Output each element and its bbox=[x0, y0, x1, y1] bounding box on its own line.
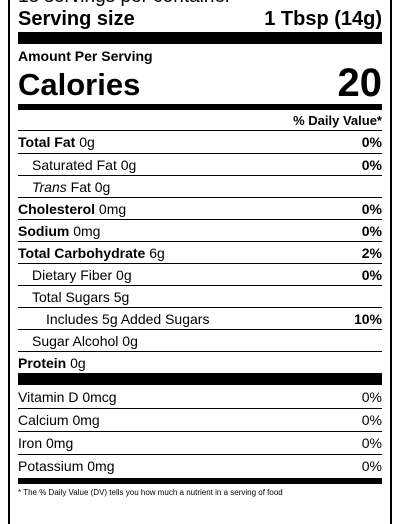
vitamin-name: Vitamin D bbox=[18, 388, 79, 405]
vitamin-name: Calcium bbox=[18, 412, 69, 428]
nutrient-dv: 0% bbox=[361, 266, 382, 283]
nutrient-row-dietary-fiber: Dietary Fiber 0g 0% bbox=[18, 263, 382, 285]
nutrient-amount: 0mg bbox=[98, 200, 127, 217]
nutrient-amount: 0g bbox=[79, 134, 95, 150]
nutrient-name: Total Fat bbox=[18, 134, 76, 150]
nutrient-row-trans-fat: Trans Fat 0g bbox=[18, 175, 382, 197]
nutrient-amount: 0g bbox=[122, 332, 138, 349]
vitamin-dv: 0% bbox=[361, 435, 382, 451]
nutrient-name: Dietary Fiber bbox=[32, 266, 113, 283]
nutrient-amount: 0g bbox=[70, 354, 86, 371]
nutrient-name: Sodium bbox=[18, 222, 70, 239]
nutrient-amount: 5g bbox=[113, 288, 130, 305]
nutrient-dv: 2% bbox=[361, 244, 382, 261]
nutrient-name: Saturated Fat bbox=[32, 156, 117, 173]
serving-size-label: Serving size bbox=[18, 8, 135, 30]
vitamin-amount: 0mg bbox=[72, 412, 100, 428]
nutrient-amount: 0g bbox=[116, 266, 132, 283]
vitamin-amount: 0mg bbox=[46, 435, 74, 451]
nutrient-dv: 0% bbox=[361, 156, 382, 173]
nutrient-row-total-fat: Total Fat 0g 0% bbox=[18, 131, 382, 153]
serving-size-row: Serving size 1 Tbsp (14g) bbox=[18, 8, 382, 30]
nutrient-row-sodium: Sodium 0mg 0% bbox=[18, 219, 382, 241]
nutrient-row-saturated-fat: Saturated Fat 0g 0% bbox=[18, 153, 382, 175]
calories-label: Calories bbox=[18, 67, 141, 102]
nutrient-name: Protein bbox=[18, 354, 67, 371]
vitamin-dv: 0% bbox=[361, 458, 382, 474]
calories-row: Calories 20 bbox=[18, 61, 383, 105]
nutrient-name: Fat bbox=[70, 178, 91, 195]
vitamin-amount: 0mg bbox=[87, 458, 115, 474]
nutrient-row-total-carbohydrate: Total Carbohydrate 6g 2% bbox=[18, 241, 382, 263]
nutrient-dv: 0% bbox=[361, 222, 382, 239]
vitamin-dv: 0% bbox=[361, 388, 382, 405]
nutrient-name: Cholesterol bbox=[18, 200, 96, 217]
nutrient-row-sugar-alcohol: Sugar Alcohol 0g bbox=[18, 329, 382, 351]
vitamin-row-potassium: Potassium 0mg 0% bbox=[18, 454, 382, 477]
nutrient-amount: 0g bbox=[94, 178, 111, 195]
vitamin-name: Iron bbox=[18, 435, 43, 451]
servings-per-container: 18 servings per container bbox=[18, 0, 382, 8]
amount-per-serving: Amount Per Serving bbox=[18, 48, 153, 64]
vitamin-row-iron: Iron 0mg 0% bbox=[18, 431, 382, 454]
nutrient-row-cholesterol: Cholesterol 0mg 0% bbox=[18, 197, 382, 219]
nutrient-dv: 10% bbox=[353, 310, 382, 327]
nutrient-row-added-sugars: Includes 5g Added Sugars 10% bbox=[18, 307, 382, 329]
serving-size-value: 1 Tbsp (14g) bbox=[264, 8, 382, 30]
nutrient-amount: 6g bbox=[149, 244, 165, 261]
nutrient-dv: 0% bbox=[361, 134, 382, 150]
thick-divider bbox=[18, 32, 382, 44]
nutrient-name: Sugar Alcohol bbox=[32, 332, 119, 349]
vitamin-name: Potassium bbox=[18, 458, 84, 474]
calories-value: 20 bbox=[337, 61, 383, 105]
footnote: * The % Daily Value (DV) tells you how m… bbox=[18, 488, 283, 497]
vitamin-dv: 0% bbox=[361, 412, 382, 428]
vitamin-row-vitamin-d: Vitamin D 0mcg 0% bbox=[18, 385, 382, 408]
nutrient-name: Total Sugars bbox=[32, 288, 110, 305]
nutrient-row-protein: Protein 0g bbox=[18, 351, 382, 373]
thick-divider-vitamins bbox=[18, 373, 382, 385]
nutrient-amount: 0g bbox=[120, 156, 137, 173]
medium-divider bbox=[18, 104, 382, 110]
daily-value-heading: % Daily Value* bbox=[18, 110, 382, 131]
nutrient-name-italic: Trans bbox=[32, 178, 67, 195]
nutrient-row-total-sugars: Total Sugars 5g bbox=[18, 285, 382, 307]
vitamins-section: Vitamin D 0mcg 0% Calcium 0mg 0% Iron 0m… bbox=[18, 385, 382, 477]
vitamin-row-calcium: Calcium 0mg 0% bbox=[18, 408, 382, 431]
vitamin-amount: 0mcg bbox=[82, 388, 117, 405]
footer-divider bbox=[18, 478, 382, 484]
nutrient-name: Includes 5g Added Sugars bbox=[46, 310, 210, 327]
nutrition-facts-label: 18 servings per container Serving size 1… bbox=[8, 0, 392, 524]
nutrient-name: Total Carbohydrate bbox=[18, 244, 146, 261]
nutrient-dv: 0% bbox=[361, 200, 382, 217]
nutrient-amount: 0mg bbox=[73, 222, 101, 239]
